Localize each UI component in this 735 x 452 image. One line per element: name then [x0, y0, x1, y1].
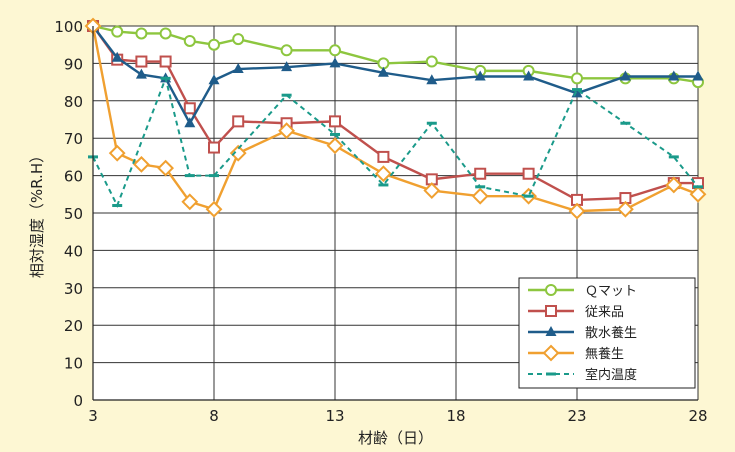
data-point	[136, 57, 146, 67]
legend-marker	[546, 306, 556, 316]
data-point	[330, 45, 340, 55]
data-point	[161, 77, 171, 80]
data-point	[185, 36, 195, 46]
legend-label: Ｑマット	[585, 284, 637, 299]
data-point	[378, 152, 388, 162]
x-tick-label: 23	[567, 407, 586, 425]
data-point	[233, 34, 243, 44]
data-point	[693, 185, 703, 188]
y-axis-title: 相対湿度（%R.H）	[28, 148, 46, 278]
data-point	[161, 28, 171, 38]
data-point	[572, 88, 582, 91]
y-tick-label: 10	[64, 355, 83, 373]
x-tick-label: 13	[325, 407, 344, 425]
data-point	[233, 116, 243, 126]
data-point	[209, 174, 219, 177]
legend-marker	[546, 373, 556, 376]
data-point	[185, 103, 195, 113]
data-point	[282, 45, 292, 55]
legend-label: 室内温度	[585, 367, 637, 383]
data-point	[620, 122, 630, 125]
data-point	[378, 183, 388, 186]
data-point	[475, 169, 485, 179]
data-point	[475, 185, 485, 188]
legend-label: 無養生	[585, 346, 624, 362]
y-tick-label: 0	[73, 392, 83, 410]
data-point	[282, 94, 292, 97]
data-point	[161, 57, 171, 67]
x-axis-title: 材齢（日）	[358, 429, 433, 447]
data-point	[185, 174, 195, 177]
data-point	[572, 73, 582, 83]
legend-label: 従来品	[585, 305, 624, 320]
data-point	[209, 143, 219, 153]
y-tick-label: 60	[64, 168, 83, 186]
x-tick-label: 28	[688, 407, 707, 425]
y-tick-label: 50	[64, 205, 83, 223]
y-tick-label: 90	[64, 55, 83, 73]
data-point	[669, 155, 679, 158]
data-point	[112, 204, 122, 207]
y-tick-label: 70	[64, 130, 83, 148]
x-tick-label: 8	[209, 407, 219, 425]
y-tick-label: 100	[54, 18, 83, 36]
data-point	[136, 28, 146, 38]
data-point	[524, 195, 534, 198]
legend-marker	[546, 285, 556, 295]
x-tick-label: 18	[446, 407, 465, 425]
data-point	[524, 169, 534, 179]
data-point	[209, 40, 219, 50]
y-tick-label: 30	[64, 280, 83, 298]
y-tick-label: 40	[64, 242, 83, 260]
y-tick-label: 20	[64, 317, 83, 335]
x-tick-label: 3	[88, 407, 98, 425]
legend-label: 散水養生	[585, 325, 637, 341]
data-point	[427, 122, 437, 125]
data-point	[330, 116, 340, 126]
data-point	[330, 133, 340, 136]
data-point	[112, 27, 122, 37]
data-point	[427, 57, 437, 67]
y-tick-label: 80	[64, 93, 83, 111]
